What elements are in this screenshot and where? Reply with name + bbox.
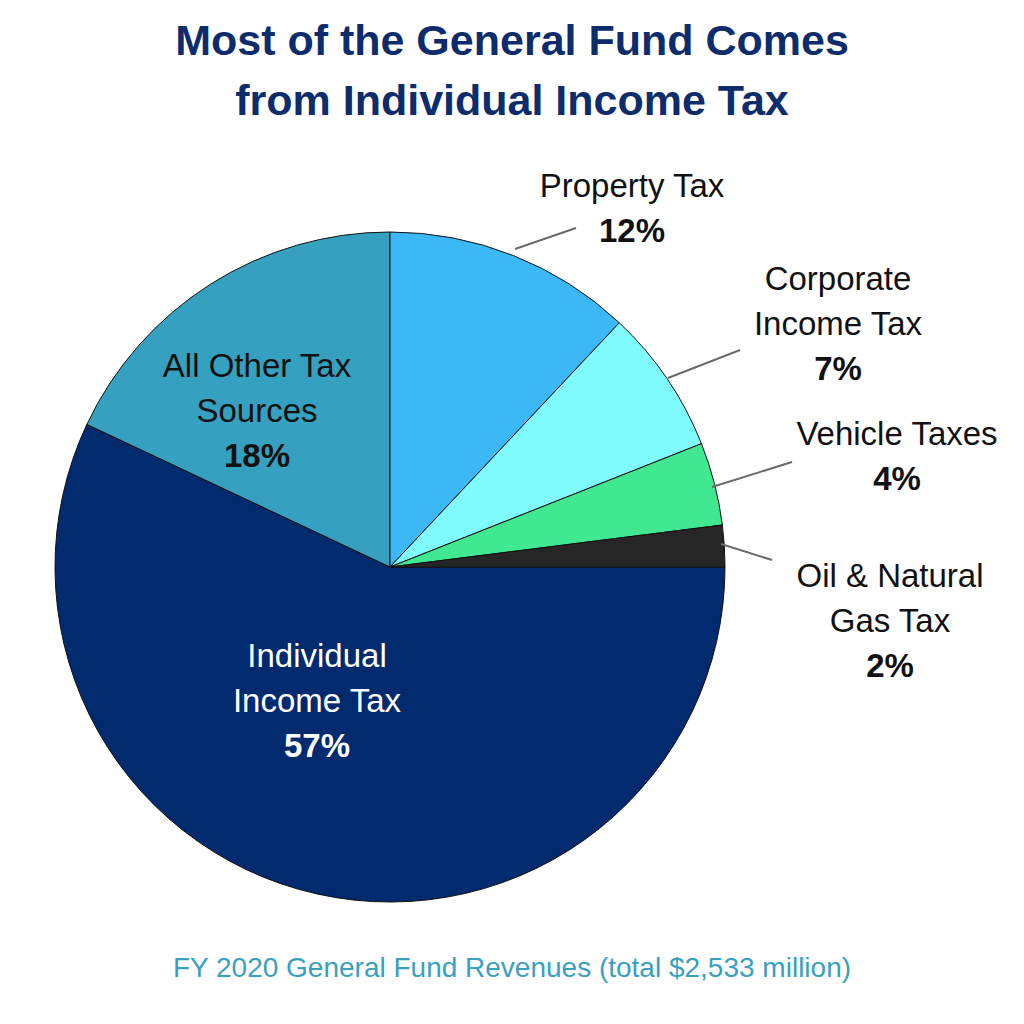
html-text:from Individual Income Tax: from Individual Income Tax bbox=[235, 76, 789, 124]
svg-text:All Other Tax: All Other Tax bbox=[163, 347, 352, 384]
svg-text:7%: 7% bbox=[814, 350, 862, 387]
svg-text:12%: 12% bbox=[599, 212, 665, 249]
svg-text:Income Tax: Income Tax bbox=[754, 305, 923, 342]
svg-text:Sources: Sources bbox=[196, 392, 317, 429]
svg-text:57%: 57% bbox=[284, 727, 350, 764]
svg-text:Oil & Natural: Oil & Natural bbox=[796, 557, 983, 594]
svg-text:Gas Tax: Gas Tax bbox=[830, 602, 951, 639]
svg-text:Corporate: Corporate bbox=[765, 260, 912, 297]
svg-text:Individual: Individual bbox=[247, 637, 386, 674]
svg-text:Property Tax: Property Tax bbox=[540, 167, 725, 204]
html-text:FY 2020 General Fund Revenues: FY 2020 General Fund Revenues (total $2,… bbox=[172, 952, 851, 983]
svg-text:Vehicle Taxes: Vehicle Taxes bbox=[796, 415, 997, 452]
html-text:Most of the General Fund Comes: Most of the General Fund Comes bbox=[175, 16, 849, 64]
svg-text:4%: 4% bbox=[873, 460, 921, 497]
svg-text:18%: 18% bbox=[224, 437, 290, 474]
svg-text:Income Tax: Income Tax bbox=[233, 682, 402, 719]
svg-text:2%: 2% bbox=[866, 647, 914, 684]
